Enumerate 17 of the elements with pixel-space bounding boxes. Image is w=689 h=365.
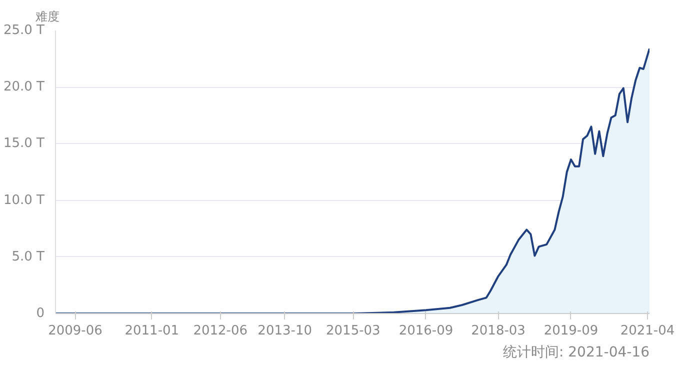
x-tick-label: 2016-09 bbox=[398, 324, 454, 338]
x-tick-label: 2021-04 bbox=[620, 324, 675, 338]
y-tick-label: 10.0 T bbox=[3, 192, 45, 208]
x-tick-label: 2011-01 bbox=[124, 324, 180, 338]
y-tick-label: 15.0 T bbox=[3, 136, 45, 152]
x-tick-label: 2019-09 bbox=[544, 324, 598, 338]
y-tick-label: 0 bbox=[36, 306, 45, 321]
x-tick-label: 2015-03 bbox=[326, 324, 380, 338]
text: 统计时间: 2021-04-16 bbox=[502, 344, 650, 360]
y-tick-label: 20.0 T bbox=[3, 80, 45, 95]
x-tick-label: 2009-06 bbox=[48, 324, 102, 338]
y-axis-title: 难度 bbox=[34, 10, 60, 24]
y-tick-label: 25.0 T bbox=[3, 23, 45, 38]
y-tick-label: 5.0 T bbox=[12, 249, 45, 264]
x-tick-label: 2013-10 bbox=[258, 324, 312, 338]
x-tick-label: 2012-06 bbox=[193, 324, 248, 338]
x-tick-label: 2018-03 bbox=[471, 324, 526, 338]
